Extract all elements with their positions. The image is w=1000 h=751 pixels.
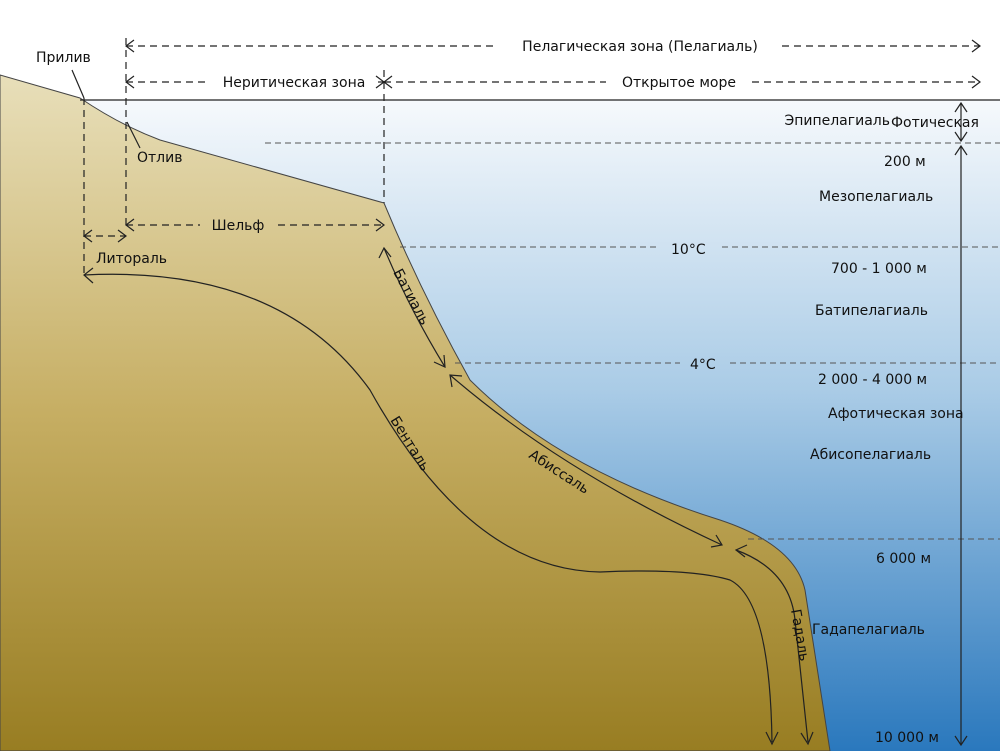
aphotic-arrow-head-top bbox=[954, 144, 968, 156]
seabed-land bbox=[0, 74, 831, 751]
epipelagic-label: Эпипелагиаль bbox=[784, 113, 890, 129]
aphotic-zone-label: Афотическая зона bbox=[828, 406, 964, 422]
low-tide-pointer bbox=[126, 121, 141, 149]
hadopelagic-label: Гадапелагиаль bbox=[812, 622, 925, 638]
depth-10000-label: 10 000 м bbox=[875, 730, 939, 746]
abyssal-arrow bbox=[449, 374, 723, 546]
neritic-zone-label: Неритическая зона bbox=[223, 75, 366, 91]
bathyal-arrow bbox=[383, 247, 446, 368]
hadal-arrow bbox=[735, 549, 809, 743]
abyssal-arrow-head-bottom bbox=[710, 534, 723, 548]
temp-4c-label: 4°C bbox=[690, 357, 716, 373]
hadal-arrow-head-bottom bbox=[800, 731, 814, 746]
shelf-label: Шельф bbox=[212, 218, 265, 234]
depth-700-1000-label: 700 - 1 000 м bbox=[831, 261, 927, 277]
high-tide-label: Прилив bbox=[36, 50, 91, 66]
abyssopelagic-label: Абисопелагиаль bbox=[810, 447, 931, 463]
bathyal-arrow-head-top bbox=[378, 246, 392, 259]
photic-arrow-head-bottom bbox=[954, 131, 968, 143]
littoral-label: Литораль bbox=[96, 251, 167, 267]
hadal-arrow-head-top bbox=[734, 544, 748, 558]
pelagic-zone-label: Пелагическая зона (Пелагиаль) bbox=[522, 39, 758, 55]
photic-arrow-head-top bbox=[954, 101, 968, 113]
mesopelagic-label: Мезопелагиаль bbox=[819, 189, 933, 205]
shelf-arrow-right-head bbox=[375, 218, 385, 232]
benthal-arrow-head-left bbox=[83, 267, 94, 284]
depth-6000-label: 6 000 м bbox=[876, 551, 931, 567]
littoral-arrow-right-head bbox=[117, 229, 127, 243]
aphotic-arrow-head-bottom bbox=[954, 735, 968, 747]
littoral-arrow-left-head bbox=[83, 229, 93, 243]
benthal-arrow bbox=[83, 273, 773, 743]
open-sea-arrow-right-head bbox=[971, 75, 981, 89]
depth-200-label: 200 м bbox=[884, 154, 926, 170]
neritic-arrow-left-head bbox=[125, 75, 135, 89]
pelagic-arrow-left-head bbox=[125, 39, 135, 53]
depth-2000-4000-label: 2 000 - 4 000 м bbox=[818, 372, 927, 388]
bathyal-arrow-head-bottom bbox=[433, 354, 446, 368]
bathypelagic-label: Батипелагиаль bbox=[815, 303, 928, 319]
benthal-arrow-head-bottom bbox=[765, 731, 779, 746]
shelf-arrow-left-head bbox=[125, 218, 135, 232]
low-tide-label: Отлив bbox=[137, 150, 182, 166]
temp-10c-label: 10°C bbox=[671, 242, 706, 258]
abyssal-arrow-head-top bbox=[449, 374, 463, 388]
open-sea-label: Открытое море bbox=[622, 75, 736, 91]
photic-zone-label: Фотическая bbox=[891, 115, 979, 131]
high-tide-pointer bbox=[71, 69, 85, 99]
pelagic-arrow-right-head bbox=[971, 39, 981, 53]
